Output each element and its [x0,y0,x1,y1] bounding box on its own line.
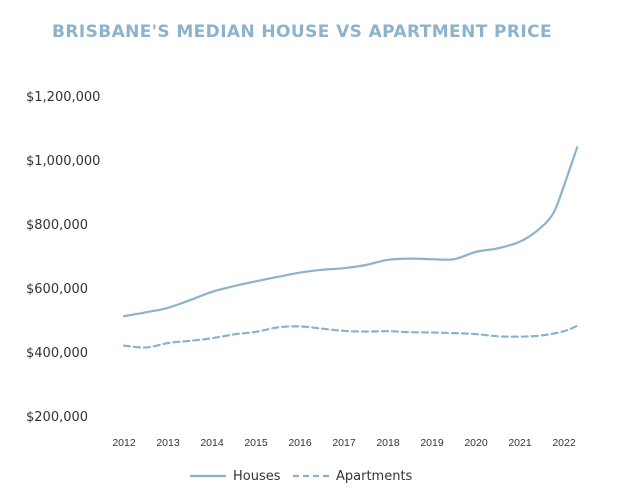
x-tick-label: 2020 [464,437,488,449]
x-tick-label: 2019 [420,437,444,449]
y-tick-label: $200,000 [26,410,88,425]
x-tick-label: 2013 [156,437,180,449]
x-tick-label: 2014 [200,437,224,449]
legend: Houses Apartments [190,469,413,484]
y-tick-label: $800,000 [26,218,88,233]
x-tick-label: 2015 [244,437,268,449]
y-tick-label: $1,000,000 [26,154,100,169]
x-tick-label: 2017 [332,437,356,449]
plot-area [122,146,579,349]
x-tick-label: 2018 [376,437,400,449]
x-tick-label: 2012 [112,437,136,449]
y-tick-label: $1,200,000 [26,90,100,105]
series-line-apartments [122,324,579,349]
x-tick-label: 2022 [552,437,576,449]
y-tick-label: $600,000 [26,282,88,297]
x-tick-label: 2016 [288,437,312,449]
y-tick-label: $400,000 [26,346,88,361]
series-line-houses [122,146,579,318]
legend-label-apartments: Apartments [336,469,413,484]
x-axis: 2012 2013 2014 2015 2016 2017 2018 2019 2020 2021… [112,437,576,449]
y-axis: $200,000 $400,000 $600,000 $800,000 $1,000,0… [26,90,100,425]
x-tick-label: 2021 [508,437,532,449]
legend-label-houses: Houses [233,469,281,484]
chart-title: BRISBANE'S MEDIAN HOUSE VS APARTMENT PRI… [52,22,552,42]
